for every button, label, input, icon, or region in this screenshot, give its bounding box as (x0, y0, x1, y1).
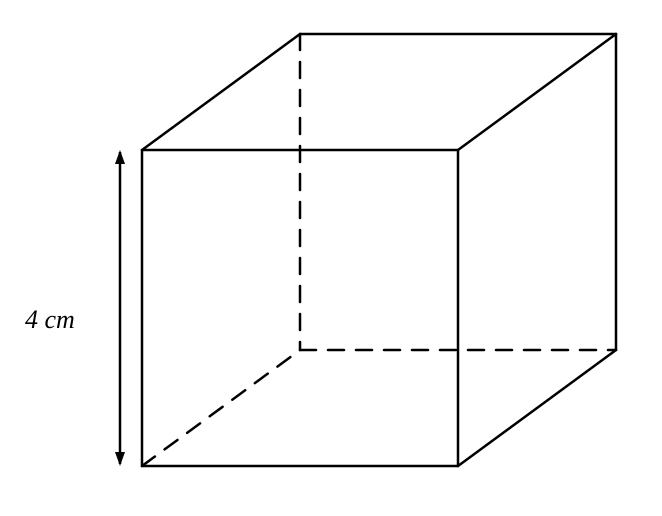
cube-svg (0, 0, 662, 516)
cube-diagram: 4 cm (0, 0, 662, 516)
dimension-label: 4 cm (25, 305, 75, 335)
